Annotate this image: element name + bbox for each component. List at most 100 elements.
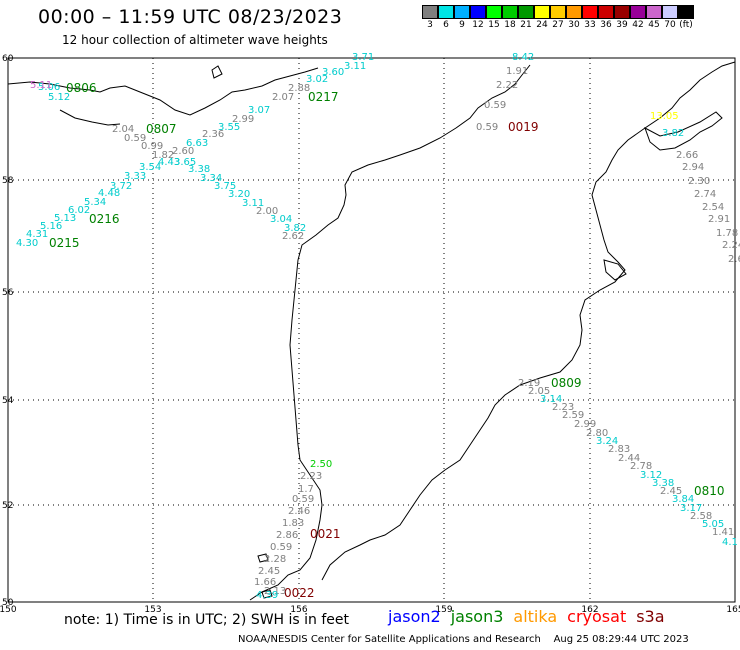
- wave-height-value: 2.83: [608, 444, 630, 455]
- scale-label: 27: [552, 20, 564, 30]
- lat-tick-label: 52: [2, 501, 13, 511]
- scale-swatch: [662, 5, 678, 19]
- wave-height-value: 2.59: [562, 410, 584, 421]
- wave-height-value: 2.04: [112, 124, 134, 135]
- wave-height-value: 5.16: [40, 221, 62, 232]
- wave-height-value: 1.66: [254, 577, 276, 588]
- wave-height-value: 1.91: [506, 66, 528, 77]
- island-karaginsky: [603, 259, 627, 281]
- scale-swatch: [534, 5, 550, 19]
- scale-label: 21: [520, 20, 532, 30]
- wave-height-value: 8.42: [512, 52, 534, 63]
- scale-label: 24: [536, 20, 548, 30]
- wave-height-value: 5.05: [702, 519, 724, 530]
- scale-label: 12: [472, 20, 484, 30]
- graticule: [7, 57, 736, 603]
- scale-swatch: [518, 5, 534, 19]
- wave-height-value: 5.06: [38, 82, 60, 93]
- wave-height-value: 2.28: [264, 554, 286, 565]
- wave-height-value: 2.24: [722, 240, 740, 251]
- wave-height-value: 2.46: [288, 506, 310, 517]
- wave-height-value: 3.38: [652, 478, 674, 489]
- wave-height-value: 3.11: [242, 198, 264, 209]
- wave-height-value: 6.02: [68, 205, 90, 216]
- wave-height-value: 2.23: [552, 402, 574, 413]
- wave-height-value: 0.59: [124, 133, 146, 144]
- kamchatka-east-coast: [321, 61, 736, 581]
- lon-tick-label: 159: [435, 605, 452, 615]
- scale-label: 9: [459, 20, 465, 30]
- wave-height-value: 5.34: [84, 197, 106, 208]
- lat-tick-label: 60: [2, 54, 14, 64]
- scale-label: (ft): [679, 20, 693, 30]
- wave-height-value: 0.59: [476, 122, 498, 133]
- scale-swatch: [678, 5, 694, 19]
- scale-label: 18: [504, 20, 516, 30]
- color-scale-labels: 3 6 9 12 15 18 21 24 27 30 33 36 39 42 45 70 (ft): [422, 20, 694, 30]
- wave-height-value: 3.82: [284, 223, 306, 234]
- scale-label: 70: [664, 20, 676, 30]
- legend-item-s3a: s3a: [636, 607, 665, 626]
- color-scale: [422, 5, 694, 19]
- pass-label: 0216: [89, 212, 120, 226]
- pass-label: 0217: [308, 90, 339, 104]
- wave-height-value: 3.07: [248, 105, 270, 116]
- scale-label: 39: [616, 20, 628, 30]
- satellite-legend: jason2 jason3 altika cryosat s3a: [388, 607, 665, 626]
- wave-height-value: 2.86: [276, 530, 298, 541]
- lat-tick-label: 50: [2, 598, 14, 608]
- wave-height-value: 3.75: [214, 181, 236, 192]
- map-frame: [7, 57, 736, 603]
- scale-swatch: [566, 5, 582, 19]
- wave-height-value: 3.12: [640, 470, 662, 481]
- wave-height-value: 2.66: [676, 150, 698, 161]
- island-yamsky: [211, 65, 223, 79]
- scale-swatch: [614, 5, 630, 19]
- pass-label: 0021: [310, 527, 341, 541]
- lon-tick-label: 156: [290, 605, 307, 615]
- wave-height-value: 13.05: [650, 111, 679, 122]
- wave-height-value: 2.07: [272, 92, 294, 103]
- wave-height-value: 3.33: [124, 171, 146, 182]
- pass-label: 0807: [146, 122, 177, 136]
- scale-label: 45: [648, 20, 660, 30]
- pass-label: 0810: [694, 484, 725, 498]
- island-small: [257, 553, 269, 563]
- wave-height-value: 2.13: [264, 586, 286, 597]
- lon-tick-label: 150: [0, 605, 17, 615]
- scale-swatch: [486, 5, 502, 19]
- legend-item-jason2: jason2: [388, 607, 441, 626]
- wave-height-value: 0.59: [270, 542, 292, 553]
- wave-height-value: 3.14: [540, 394, 562, 405]
- wave-height-value: 1.41: [712, 527, 734, 538]
- wave-height-value: 3.24: [596, 436, 618, 447]
- pass-label: 0022: [284, 586, 315, 600]
- satellite-pass-labels: 0806 0217 0807 0019 0216 0215 0809 0810 0021 0022: [49, 81, 725, 600]
- scale-swatch: [598, 5, 614, 19]
- lon-tick-label: 165: [726, 605, 740, 615]
- wave-height-value: 2.94: [682, 162, 704, 173]
- wave-height-value: 2.54: [702, 202, 724, 213]
- wave-height-value: 3.54: [139, 162, 161, 173]
- page-title: 00:00 – 11:59 UTC 08/23/2023: [38, 6, 343, 28]
- wave-height-value: 4.48: [98, 188, 120, 199]
- wave-height-value: 5.11: [30, 80, 52, 91]
- kamchatka-west-coast: [249, 64, 531, 601]
- wave-height-value: 6.63: [186, 138, 208, 149]
- wave-height-value: 2.99: [232, 114, 254, 125]
- wave-height-value: 3.84: [672, 494, 694, 505]
- wave-height-value: 3.38: [188, 164, 210, 175]
- wave-height-value: 3.11: [344, 61, 366, 72]
- koni-peninsula: [59, 109, 121, 126]
- wave-height-value: 0.99: [141, 141, 163, 152]
- wave-height-value: 3.17: [680, 503, 702, 514]
- wave-height-value: 2.45: [258, 566, 280, 577]
- legend-item-jason3: jason3: [450, 607, 504, 626]
- scale-swatch: [422, 5, 438, 19]
- footer-credit: NOAA/NESDIS Center for Satellite Applica…: [238, 634, 689, 645]
- scale-label: 15: [488, 20, 500, 30]
- wave-height-value: 3.60: [322, 67, 344, 78]
- wave-height-value: 3.71: [352, 52, 374, 63]
- wave-height-value: 3.02: [306, 74, 328, 85]
- wave-height-value: 1.82: [152, 150, 174, 161]
